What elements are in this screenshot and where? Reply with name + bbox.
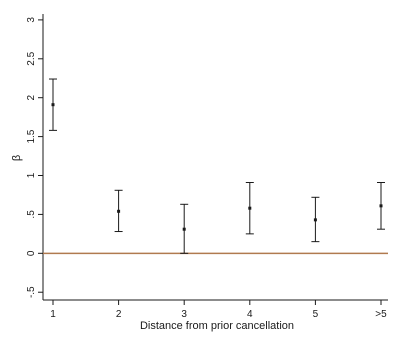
point-0 [51, 103, 55, 107]
point-1 [117, 209, 121, 213]
data-marks [49, 78, 385, 254]
y-tick-label-7: 3 [26, 17, 37, 23]
y-tick-label-1: 0 [26, 250, 37, 256]
point-5 [379, 204, 383, 208]
x-tick-label-0: 1 [50, 309, 56, 320]
x-axis-title: Distance from prior cancellation [140, 320, 294, 332]
point-2 [182, 227, 186, 231]
x-tick-label-5: >5 [375, 309, 387, 320]
y-tick-label-3: 1 [26, 172, 37, 178]
y-axis-title: β [11, 155, 23, 161]
x-tick-label-4: 5 [313, 309, 319, 320]
x-tick-label-3: 4 [247, 309, 253, 320]
x-tick-label-2: 3 [181, 309, 187, 320]
y-tick-label-2: .5 [26, 210, 37, 219]
axes: -.5 0 .5 1 1.5 2 2.5 3 1 2 3 4 5 >5 [26, 14, 388, 320]
y-tick-label-4: 1.5 [26, 129, 37, 143]
y-tick-label-0: -.5 [26, 286, 37, 298]
point-3 [248, 206, 252, 210]
y-tick-label-6: 2.5 [26, 51, 37, 65]
x-tick-label-1: 2 [116, 309, 122, 320]
y-tick-label-5: 2 [26, 94, 37, 100]
point-4 [313, 218, 317, 222]
